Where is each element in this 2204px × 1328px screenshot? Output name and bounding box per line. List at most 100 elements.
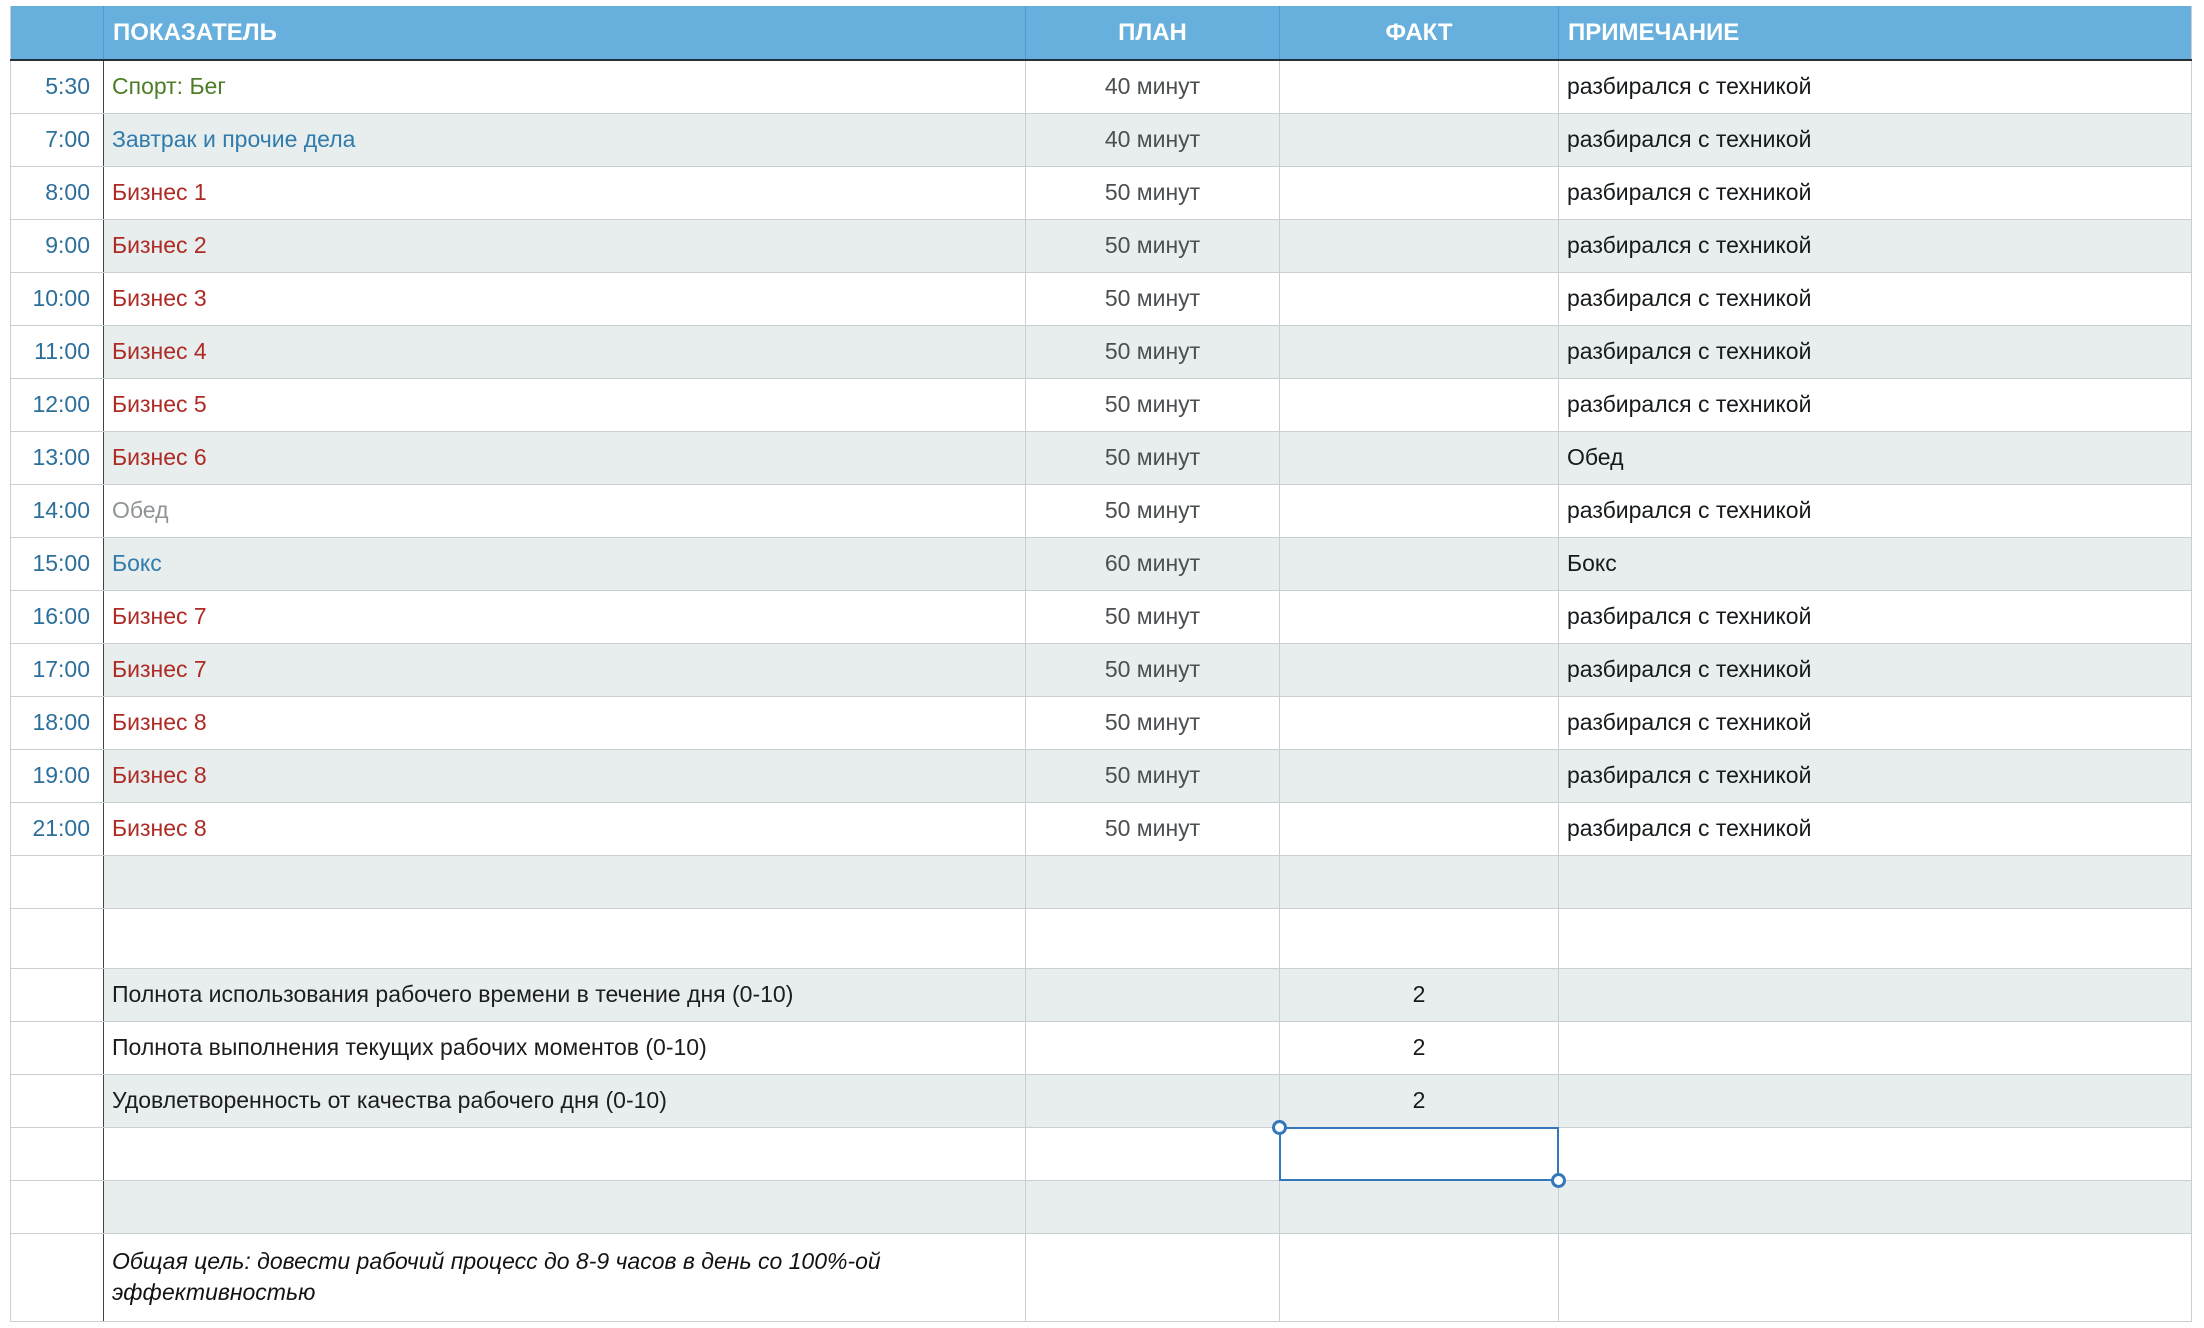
cell-indicator[interactable] [103,1127,1026,1181]
cell-plan[interactable]: 40 минут [1025,60,1280,114]
cell-fact[interactable] [1272,1119,1566,1188]
cell-note[interactable]: разбирался с техникой [1558,484,2192,538]
cell-time[interactable]: 10:00 [10,272,104,326]
cell-fact[interactable] [1279,484,1559,538]
selection-handle-bottom-right[interactable] [1551,1172,1566,1188]
cell-plan[interactable]: 50 минут [1025,643,1280,697]
cell-plan[interactable]: 50 минут [1025,378,1280,432]
cell-time[interactable] [10,1233,104,1322]
cell-fact[interactable] [1279,113,1559,167]
cell-note[interactable] [1558,1074,2192,1128]
cell-indicator[interactable]: Бизнес 5 [103,378,1026,432]
cell-fact[interactable] [1279,60,1559,114]
cell-time[interactable] [10,855,104,909]
cell-time[interactable]: 14:00 [10,484,104,538]
cell-indicator[interactable]: Полнота использования рабочего времени в… [103,968,1026,1022]
cell-time[interactable] [10,1180,104,1234]
cell-time[interactable] [10,1021,104,1075]
cell-plan[interactable]: 50 минут [1025,590,1280,644]
cell-fact[interactable] [1279,855,1559,909]
cell-plan[interactable]: 50 минут [1025,749,1280,803]
cell-indicator[interactable]: Бизнес 7 [103,643,1026,697]
cell-indicator[interactable]: Завтрак и прочие дела [103,113,1026,167]
cell-fact[interactable] [1279,431,1559,485]
cell-plan[interactable] [1025,1180,1280,1234]
cell-note[interactable]: разбирался с техникой [1558,166,2192,220]
cell-indicator[interactable]: Бизнес 4 [103,325,1026,379]
cell-fact[interactable] [1279,590,1559,644]
cell-note[interactable] [1558,908,2192,969]
cell-note[interactable] [1558,968,2192,1022]
cell-time[interactable]: 16:00 [10,590,104,644]
cell-note[interactable]: разбирался с техникой [1558,272,2192,326]
cell-plan[interactable]: 50 минут [1025,166,1280,220]
cell-plan[interactable] [1025,968,1280,1022]
cell-time[interactable]: 8:00 [10,166,104,220]
cell-fact[interactable] [1279,219,1559,273]
cell-indicator[interactable]: Бизнес 8 [103,749,1026,803]
header-fact[interactable]: ФАКТ [1279,6,1559,61]
cell-time[interactable] [10,1074,104,1128]
selection-handle-top-left[interactable] [1272,1119,1287,1135]
cell-indicator[interactable]: Бизнес 7 [103,590,1026,644]
cell-time[interactable] [10,908,104,969]
cell-plan[interactable]: 40 минут [1025,113,1280,167]
cell-time[interactable]: 5:30 [10,60,104,114]
cell-time[interactable]: 21:00 [10,802,104,856]
cell-indicator[interactable] [103,855,1026,909]
cell-fact[interactable] [1279,1180,1559,1234]
cell-note[interactable]: разбирался с техникой [1558,802,2192,856]
cell-note[interactable] [1558,1180,2192,1234]
cell-note[interactable] [1558,1021,2192,1075]
cell-note[interactable]: разбирался с техникой [1558,378,2192,432]
cell-note[interactable]: разбирался с техникой [1558,696,2192,750]
cell-note[interactable] [1558,1127,2192,1181]
cell-plan[interactable] [1025,1233,1280,1322]
cell-time[interactable]: 15:00 [10,537,104,591]
cell-note[interactable]: разбирался с техникой [1558,643,2192,697]
cell-plan[interactable] [1025,855,1280,909]
cell-indicator[interactable]: Спорт: Бег [103,60,1026,114]
cell-indicator[interactable]: Бизнес 8 [103,696,1026,750]
cell-note[interactable]: разбирался с техникой [1558,590,2192,644]
cell-time[interactable]: 17:00 [10,643,104,697]
cell-plan[interactable]: 50 минут [1025,484,1280,538]
cell-plan[interactable]: 50 минут [1025,802,1280,856]
cell-indicator[interactable]: Бизнес 3 [103,272,1026,326]
selected-cell-outline[interactable] [1272,1119,1566,1188]
cell-note[interactable]: разбирался с техникой [1558,749,2192,803]
cell-indicator[interactable]: Бокс [103,537,1026,591]
cell-fact[interactable] [1279,908,1559,969]
cell-indicator[interactable]: Общая цель: довести рабочий процесс до 8… [103,1233,1026,1322]
cell-indicator[interactable] [103,908,1026,969]
cell-fact[interactable]: 2 [1279,1074,1559,1128]
cell-note[interactable]: разбирался с техникой [1558,219,2192,273]
cell-fact[interactable]: 2 [1279,1021,1559,1075]
cell-indicator[interactable]: Бизнес 2 [103,219,1026,273]
cell-fact[interactable] [1279,749,1559,803]
cell-plan[interactable] [1025,908,1280,969]
cell-plan[interactable] [1025,1074,1280,1128]
cell-note[interactable]: Обед [1558,431,2192,485]
header-note[interactable]: ПРИМЕЧАНИЕ [1558,6,2192,61]
cell-time[interactable]: 9:00 [10,219,104,273]
cell-note[interactable] [1558,1233,2192,1322]
cell-plan[interactable] [1025,1127,1280,1181]
cell-plan[interactable]: 50 минут [1025,431,1280,485]
cell-fact[interactable] [1279,802,1559,856]
cell-plan[interactable] [1025,1021,1280,1075]
cell-indicator[interactable]: Бизнес 6 [103,431,1026,485]
cell-fact[interactable] [1279,643,1559,697]
cell-indicator[interactable]: Обед [103,484,1026,538]
cell-plan[interactable]: 50 минут [1025,696,1280,750]
cell-fact[interactable]: 2 [1279,968,1559,1022]
cell-time[interactable]: 13:00 [10,431,104,485]
cell-note[interactable]: разбирался с техникой [1558,113,2192,167]
cell-fact[interactable] [1279,166,1559,220]
cell-note[interactable]: Бокс [1558,537,2192,591]
cell-time[interactable] [10,968,104,1022]
cell-indicator[interactable]: Бизнес 8 [103,802,1026,856]
header-indicator[interactable]: ПОКАЗАТЕЛЬ [103,6,1026,61]
cell-fact[interactable] [1279,378,1559,432]
cell-time[interactable]: 18:00 [10,696,104,750]
